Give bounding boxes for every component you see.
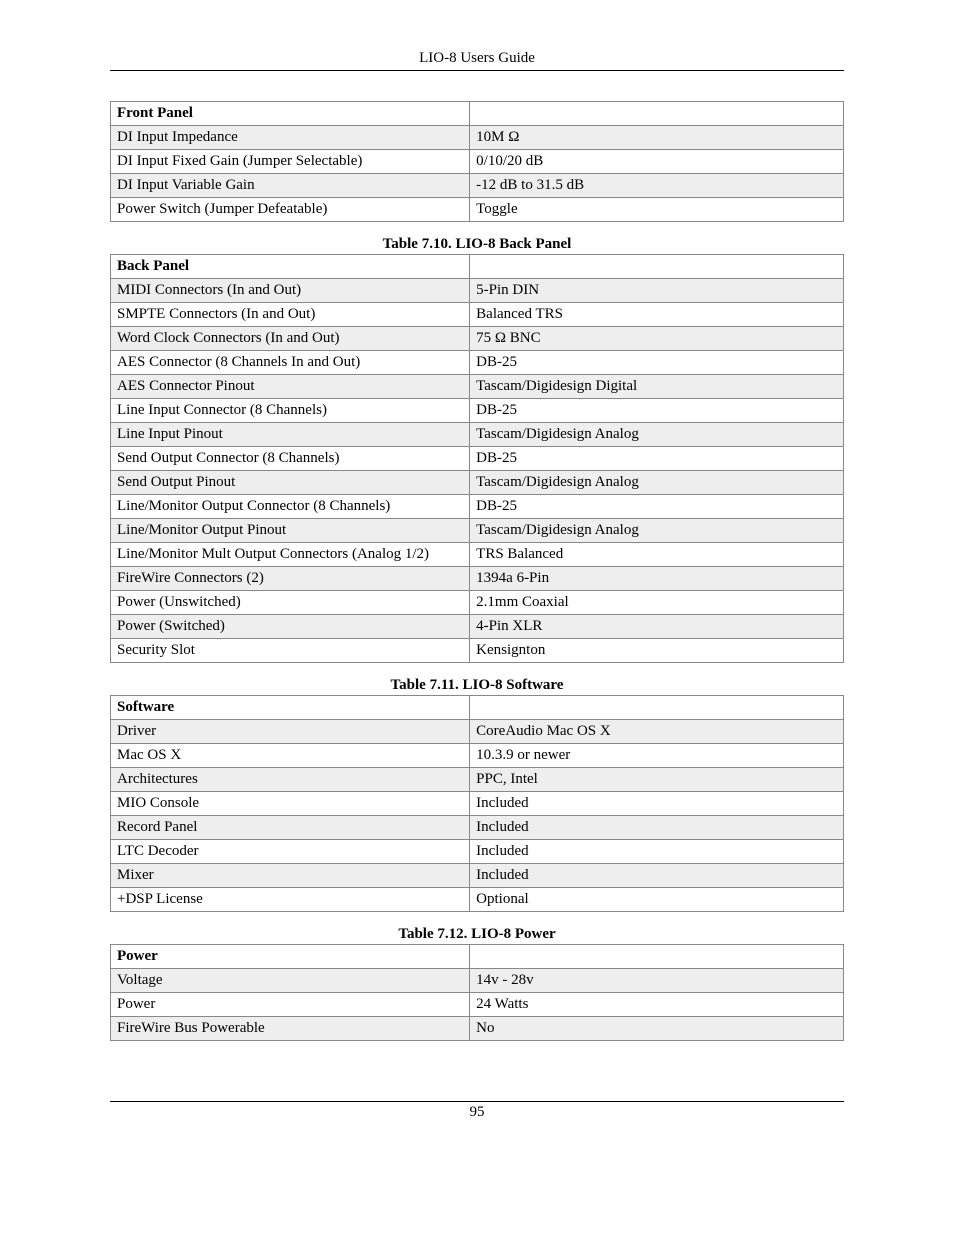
front-panel-table: Front Panel DI Input Impedance10M Ω DI I… [110, 101, 844, 222]
table-row-label: Power [111, 993, 470, 1017]
table-row-value: Kensignton [470, 639, 844, 663]
table-row-value: Included [470, 792, 844, 816]
table-row-label: Line/Monitor Mult Output Connectors (Ana… [111, 543, 470, 567]
table-row-label: Driver [111, 720, 470, 744]
back-panel-header: Back Panel [111, 255, 470, 279]
table-row-label: Power (Switched) [111, 615, 470, 639]
page-header: LIO-8 Users Guide [110, 50, 844, 71]
table-row-value: DB-25 [470, 495, 844, 519]
table-row-label: Power Switch (Jumper Defeatable) [111, 198, 470, 222]
power-caption: Table 7.12. LIO-8 Power [110, 926, 844, 943]
table-row-label: LTC Decoder [111, 840, 470, 864]
table-row-value: Tascam/Digidesign Digital [470, 375, 844, 399]
table-row-value: CoreAudio Mac OS X [470, 720, 844, 744]
table-row-label: Mixer [111, 864, 470, 888]
table-row-value: Tascam/Digidesign Analog [470, 519, 844, 543]
table-row-label: Mac OS X [111, 744, 470, 768]
table-row-label: FireWire Connectors (2) [111, 567, 470, 591]
empty-header [470, 696, 844, 720]
table-row-value: PPC, Intel [470, 768, 844, 792]
table-row-value: 1394a 6-Pin [470, 567, 844, 591]
table-row-label: Architectures [111, 768, 470, 792]
back-panel-caption: Table 7.10. LIO-8 Back Panel [110, 236, 844, 253]
table-row-value: DB-25 [470, 447, 844, 471]
table-row-value: 14v - 28v [470, 969, 844, 993]
table-row-value: 4-Pin XLR [470, 615, 844, 639]
table-row-value: Tascam/Digidesign Analog [470, 471, 844, 495]
table-row-value: 2.1mm Coaxial [470, 591, 844, 615]
table-row-label: Security Slot [111, 639, 470, 663]
table-row-label: DI Input Fixed Gain (Jumper Selectable) [111, 150, 470, 174]
table-row-label: DI Input Impedance [111, 126, 470, 150]
table-row-label: MIO Console [111, 792, 470, 816]
table-row-value: DB-25 [470, 351, 844, 375]
empty-header [470, 945, 844, 969]
table-row-label: Line/Monitor Output Connector (8 Channel… [111, 495, 470, 519]
table-row-value: 5-Pin DIN [470, 279, 844, 303]
table-row-value: 0/10/20 dB [470, 150, 844, 174]
table-row-value: 24 Watts [470, 993, 844, 1017]
table-row-value: Included [470, 864, 844, 888]
table-row-value: Tascam/Digidesign Analog [470, 423, 844, 447]
table-row-label: SMPTE Connectors (In and Out) [111, 303, 470, 327]
table-row-value: -12 dB to 31.5 dB [470, 174, 844, 198]
table-row-value: Optional [470, 888, 844, 912]
table-row-label: Power (Unswitched) [111, 591, 470, 615]
table-row-label: Line Input Connector (8 Channels) [111, 399, 470, 423]
page-number: 95 [110, 1101, 844, 1121]
table-row-label: AES Connector Pinout [111, 375, 470, 399]
table-row-value: No [470, 1017, 844, 1041]
software-table: Software DriverCoreAudio Mac OS X Mac OS… [110, 695, 844, 912]
table-row-label: Send Output Connector (8 Channels) [111, 447, 470, 471]
table-row-value: Toggle [470, 198, 844, 222]
table-row-label: Record Panel [111, 816, 470, 840]
table-row-label: +DSP License [111, 888, 470, 912]
table-row-label: Word Clock Connectors (In and Out) [111, 327, 470, 351]
software-header: Software [111, 696, 470, 720]
table-row-label: Voltage [111, 969, 470, 993]
empty-header [470, 255, 844, 279]
table-row-value: 75 Ω BNC [470, 327, 844, 351]
back-panel-table: Back Panel MIDI Connectors (In and Out)5… [110, 254, 844, 663]
power-table: Power Voltage14v - 28v Power24 Watts Fir… [110, 944, 844, 1041]
table-row-label: Line Input Pinout [111, 423, 470, 447]
table-row-value: 10M Ω [470, 126, 844, 150]
table-row-value: Included [470, 840, 844, 864]
table-row-label: FireWire Bus Powerable [111, 1017, 470, 1041]
table-row-value: TRS Balanced [470, 543, 844, 567]
software-caption: Table 7.11. LIO-8 Software [110, 677, 844, 694]
table-row-label: DI Input Variable Gain [111, 174, 470, 198]
table-row-value: 10.3.9 or newer [470, 744, 844, 768]
power-header: Power [111, 945, 470, 969]
empty-header [470, 102, 844, 126]
table-row-label: Line/Monitor Output Pinout [111, 519, 470, 543]
table-row-value: Included [470, 816, 844, 840]
table-row-label: Send Output Pinout [111, 471, 470, 495]
table-row-value: DB-25 [470, 399, 844, 423]
table-row-value: Balanced TRS [470, 303, 844, 327]
table-row-label: AES Connector (8 Channels In and Out) [111, 351, 470, 375]
table-row-label: MIDI Connectors (In and Out) [111, 279, 470, 303]
front-panel-header: Front Panel [111, 102, 470, 126]
